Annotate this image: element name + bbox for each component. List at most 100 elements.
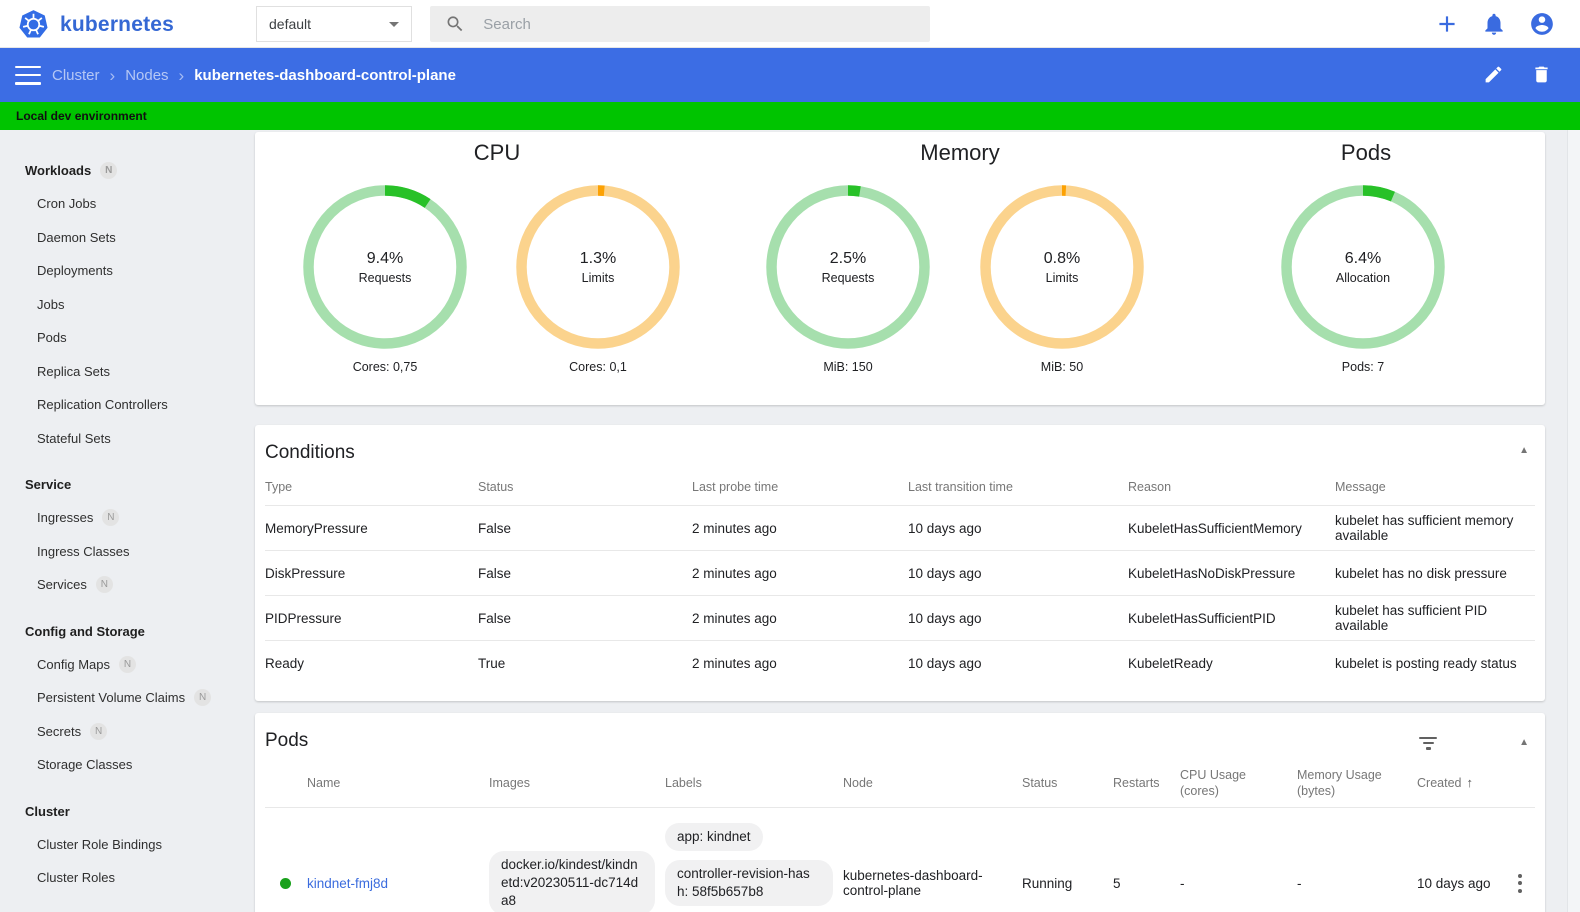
sidebar-item-cluster-role-bindings[interactable]: Cluster Role Bindings bbox=[37, 836, 163, 852]
namespace-select[interactable]: default bbox=[256, 6, 412, 42]
condition-cell: 2 minutes ago bbox=[692, 595, 908, 641]
donut-chart bbox=[516, 185, 680, 349]
collapse-up-icon[interactable]: ▲ bbox=[1519, 445, 1529, 456]
breadcrumb: Cluster › Nodes › kubernetes-dashboard-contr… bbox=[52, 67, 456, 84]
sidebar-item-pods[interactable]: Pods bbox=[37, 330, 67, 346]
create-plus-icon[interactable] bbox=[1434, 11, 1460, 37]
gauge-label: Requests bbox=[821, 270, 875, 285]
gauge-label: Limits bbox=[1045, 270, 1079, 285]
condition-cell: 2 minutes ago bbox=[692, 550, 908, 596]
condition-cell: 10 days ago bbox=[908, 595, 1128, 641]
pod-cpu-usage: - bbox=[1180, 875, 1185, 891]
collapse-up-icon[interactable]: ▲ bbox=[1519, 737, 1529, 748]
delete-trash-icon[interactable] bbox=[1531, 64, 1552, 85]
column-header-labels: Labels bbox=[665, 775, 702, 790]
account-avatar-icon[interactable] bbox=[1529, 11, 1555, 37]
allocation-card: CPU 9.4% Requests Cores: 0,75 1.3% Limits Core… bbox=[255, 132, 1545, 405]
sidebar-section-service: Service Ingresses N Ingress Classes Services… bbox=[0, 468, 248, 602]
pods-table-header: Name Images Labels Node Status Restarts CPU Us… bbox=[265, 758, 1535, 808]
sidebar-item-services[interactable]: Services N bbox=[0, 568, 248, 602]
brand-wordmark: kubernetes bbox=[60, 12, 175, 36]
column-header-cpu-usage-cores: CPU Usage (cores) bbox=[1180, 767, 1246, 798]
column-header-message: Message bbox=[1335, 470, 1535, 506]
breadcrumb-link-nodes[interactable]: Nodes bbox=[125, 66, 169, 84]
chart-group-title-memory: Memory bbox=[920, 140, 1000, 165]
donut-chart bbox=[980, 185, 1144, 349]
label-chip: app: kindnet bbox=[665, 823, 763, 851]
scrollbar[interactable] bbox=[1567, 130, 1580, 912]
condition-cell: KubeletReady bbox=[1128, 655, 1213, 671]
sidebar-item-cron-jobs[interactable]: Cron Jobs bbox=[37, 196, 97, 212]
sidebar-item-stateful-sets[interactable]: Stateful Sets bbox=[37, 430, 111, 446]
search-bar[interactable] bbox=[430, 6, 930, 42]
table-row: MemoryPressure False 2 minutes ago 10 days … bbox=[265, 505, 1535, 551]
gauge-footer: Cores: 0,1 bbox=[569, 360, 627, 374]
sidebar-item-ingresses[interactable]: Ingresses N bbox=[0, 501, 248, 535]
sidebar-item-persistent-volume-claims[interactable]: Persistent Volume Claims N bbox=[0, 681, 248, 715]
gauge-percent: 6.4% bbox=[1344, 249, 1382, 267]
condition-cell: kubelet is posting ready status bbox=[1335, 655, 1517, 671]
namespace-value: default bbox=[269, 16, 312, 32]
edit-pencil-icon[interactable] bbox=[1483, 64, 1504, 85]
condition-cell: KubeletHasSufficientPID bbox=[1128, 595, 1335, 641]
row-menu-kebab-icon[interactable] bbox=[1515, 872, 1525, 895]
sidebar-item-replication-controllers[interactable]: Replication Controllers bbox=[37, 397, 168, 413]
environment-banner-text: Local dev environment bbox=[16, 109, 147, 123]
pods-title: Pods bbox=[265, 730, 309, 751]
breadcrumb-link-cluster[interactable]: Cluster bbox=[52, 66, 100, 84]
gauge-pods-allocation: 6.4% Allocation Pods: 7 bbox=[1278, 182, 1448, 374]
column-header-type: Type bbox=[265, 470, 478, 506]
pod-status: Running bbox=[1022, 875, 1073, 891]
condition-cell: MemoryPressure bbox=[265, 505, 478, 551]
new-badge: N bbox=[95, 576, 113, 594]
kubernetes-helm-icon bbox=[19, 10, 48, 38]
action-toolbar: Cluster › Nodes › kubernetes-dashboard-contr… bbox=[0, 48, 1580, 102]
chart-group-title-pods: Pods bbox=[1340, 140, 1392, 165]
condition-cell: 10 days ago bbox=[908, 550, 1128, 596]
sidebar-item-jobs[interactable]: Jobs bbox=[37, 296, 65, 312]
kubernetes-logo[interactable]: kubernetes bbox=[17, 8, 174, 41]
condition-cell: DiskPressure bbox=[265, 550, 478, 596]
column-header-status: Status bbox=[478, 470, 692, 506]
column-header-images: Images bbox=[489, 775, 530, 790]
menu-hamburger-icon[interactable] bbox=[15, 65, 41, 85]
pod-memory-usage: - bbox=[1297, 875, 1302, 891]
condition-cell: kubelet has no disk pressure bbox=[1335, 550, 1535, 596]
environment-banner: Local dev environment bbox=[0, 102, 1580, 130]
sidebar-item-ingress-classes[interactable]: Ingress Classes bbox=[37, 543, 130, 559]
column-header-last-probe-time: Last probe time bbox=[692, 470, 908, 506]
gauge-cpu-limits: 1.3% Limits Cores: 0,1 bbox=[513, 182, 683, 374]
column-header-created[interactable]: Created ↑ bbox=[1417, 774, 1473, 790]
pod-name-link[interactable]: kindnet-fmj8d bbox=[307, 875, 389, 891]
page-body: Workloads N Cron Jobs Daemon Sets Deployment… bbox=[0, 130, 1580, 912]
sidebar-item-daemon-sets[interactable]: Daemon Sets bbox=[37, 229, 116, 245]
gauge-percent: 9.4% bbox=[366, 249, 404, 267]
gauge-footer: MiB: 50 bbox=[1040, 360, 1084, 374]
search-input[interactable] bbox=[481, 14, 915, 34]
column-header-status: Status bbox=[1022, 775, 1058, 790]
table-row: Ready True 2 minutes ago 10 days ago Kubelet… bbox=[265, 641, 1535, 686]
new-badge: N bbox=[102, 509, 120, 527]
notifications-bell-icon[interactable] bbox=[1481, 11, 1507, 37]
top-app-bar: kubernetes default bbox=[0, 0, 1580, 48]
donut-chart bbox=[1281, 185, 1445, 349]
sidebar-item-secrets[interactable]: Secrets N bbox=[0, 715, 248, 749]
pod-status-ok-icon bbox=[280, 877, 291, 889]
label-chip: controller-revision-hash: 58f5b657b8 bbox=[665, 860, 833, 906]
sidebar-item-cluster-roles[interactable]: Cluster Roles bbox=[37, 870, 116, 886]
column-header-name: Name bbox=[307, 775, 341, 790]
sidebar-item-config-maps[interactable]: Config Maps N bbox=[0, 648, 248, 682]
gauge-label: Requests bbox=[358, 270, 412, 285]
sidebar-item-replica-sets[interactable]: Replica Sets bbox=[37, 363, 110, 379]
condition-cell: 10 days ago bbox=[908, 505, 1128, 551]
chevron-down-icon bbox=[389, 21, 399, 27]
labels-cell: app: kindnet controller-revision-hash: 58… bbox=[665, 815, 843, 912]
condition-cell: False bbox=[478, 595, 692, 641]
column-header-restarts: Restarts bbox=[1113, 775, 1160, 790]
new-badge: N bbox=[194, 689, 212, 707]
column-header-reason: Reason bbox=[1128, 470, 1335, 506]
filter-icon[interactable] bbox=[1418, 737, 1438, 753]
sidebar-item-storage-classes[interactable]: Storage Classes bbox=[37, 757, 133, 773]
sidebar-item-deployments[interactable]: Deployments bbox=[37, 263, 113, 279]
chevron-right-icon: › bbox=[109, 65, 116, 85]
